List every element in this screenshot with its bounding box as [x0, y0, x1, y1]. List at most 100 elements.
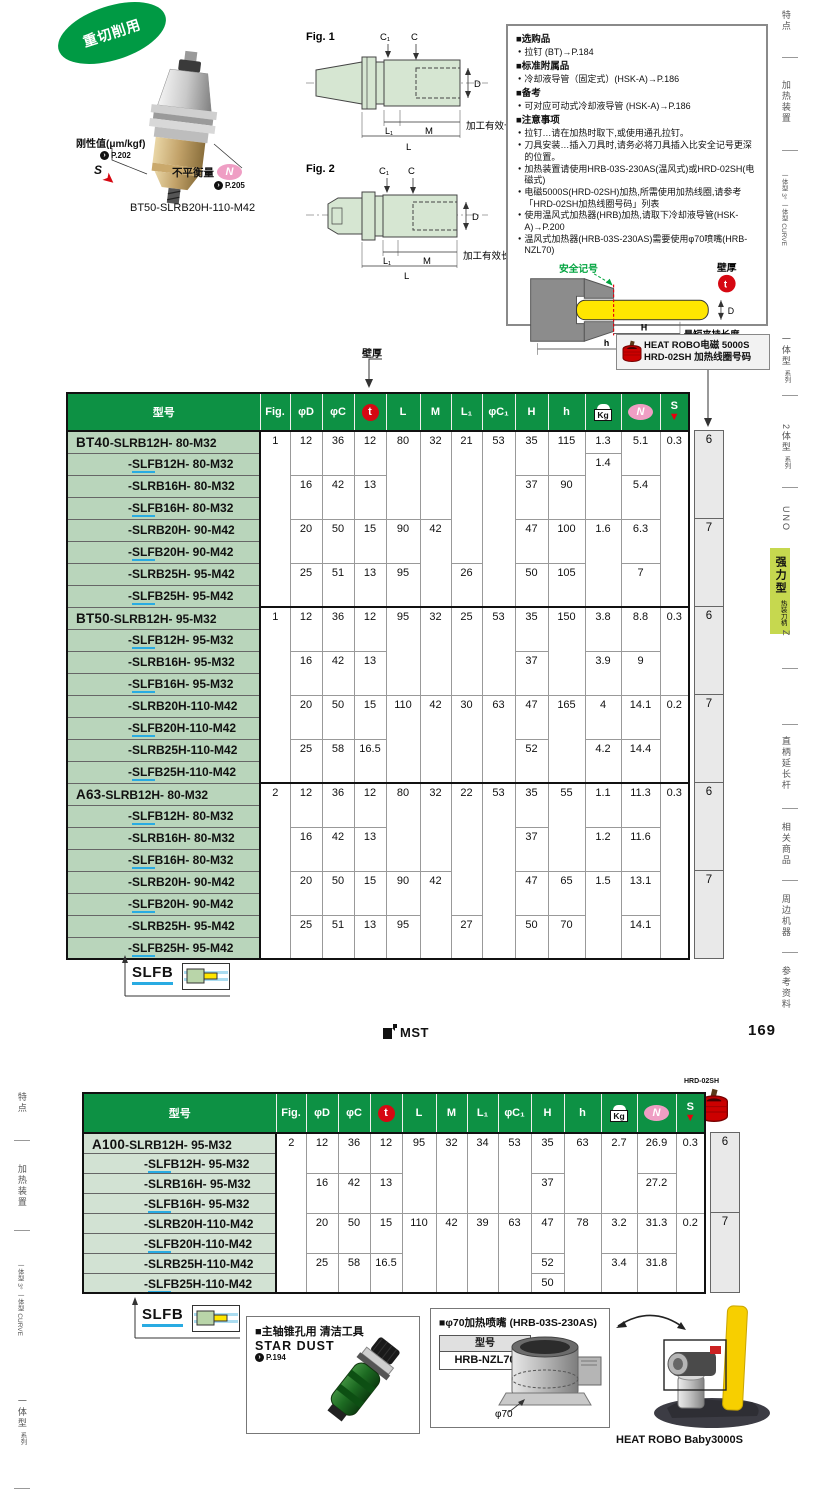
s-arrow-icon: S ▼: [684, 1101, 696, 1124]
sidebar-divider: [782, 57, 798, 58]
coil-number-cell: 7: [694, 870, 724, 959]
svg-text:安全记号: 安全记号: [559, 262, 598, 275]
model-cell: -SLFB16H- 80-M32: [66, 496, 261, 520]
coil-row: 6: [694, 430, 724, 519]
table-row: A63-SLRB12H- 80-M32 2 12 36 12 80 32 22 53 35 55 1.…: [66, 782, 690, 960]
table-row: -SLRB20H-110-M42 20 50 15 110 42 30 63 47 165 4 14.…: [66, 694, 690, 784]
notes-item-row: 电磁5000S(HRD-02SH)加热,所需使用加热线圈,请参考「HRD-02S…: [518, 187, 758, 210]
star-dust-name: STAR DUST: [255, 1339, 335, 1353]
notes-item-row: 冷却液导管（固定式）(HSK-A)→P.186: [518, 74, 758, 86]
svg-text:L: L: [404, 271, 409, 282]
value-cell: 50: [514, 914, 549, 960]
slfb-label: SLFB: [142, 1306, 184, 1327]
value-cell: 53: [497, 1132, 532, 1214]
value-cell: 37: [514, 474, 549, 520]
value-cell: 1.1: [584, 782, 622, 828]
value-cell: 90: [385, 870, 421, 916]
model-cell: A63-SLRB12H- 80-M32: [66, 782, 261, 806]
value-cell: 16: [289, 826, 323, 872]
model-cell: -SLFB12H- 80-M32: [66, 452, 261, 476]
value-cell: 32: [435, 1132, 468, 1214]
notes-item: 拉钉 (BT)→P.184: [524, 47, 594, 58]
value-cell: 53: [481, 782, 516, 960]
value-cell: 95: [385, 914, 421, 960]
value-cell: 20: [305, 1212, 339, 1254]
value-cell: 42: [321, 474, 355, 520]
ref-icon: [214, 181, 223, 190]
value-cell: 35: [514, 782, 549, 828]
sidebar-divider: [782, 808, 798, 809]
coil-row: 7: [694, 518, 724, 607]
value-cell: 26: [450, 562, 483, 608]
value-cell: 12: [305, 1132, 339, 1174]
sidebar-tab-sublabel: 系列: [18, 1432, 26, 1445]
svg-text:D: D: [474, 79, 481, 90]
sidebar-tab-label: 直柄延长杆: [780, 736, 791, 791]
sidebar-divider: [782, 880, 798, 881]
value-cell: 42: [419, 694, 452, 784]
value-cell: 12: [353, 782, 387, 828]
value-cell: 39: [466, 1212, 499, 1294]
value-cell: 11.3: [620, 782, 661, 828]
notes-item: 刀具安装…插入刀具时,请务必将刀具插入比安全记号更深的位置。: [524, 140, 752, 162]
ref-icon: [100, 151, 109, 160]
table-row: A100-SLRB12H- 95-M32 2 12 36 12 95 32 34 53 35 63 2…: [82, 1132, 706, 1294]
value-cell: 52: [514, 738, 549, 784]
table-row: -SLFB20H- 90-M42: [66, 540, 689, 564]
model-cell: -SLFB20H- 90-M42: [66, 892, 261, 916]
model-cell: -SLFB16H- 80-M32: [66, 848, 261, 872]
model-cell: BT40-SLRB12H- 80-M32: [66, 430, 261, 454]
coil-row: 7: [694, 694, 724, 783]
value-cell: 13: [353, 650, 387, 696]
weight-icon: Kg: [594, 403, 612, 421]
value-cell: 1.3: [584, 430, 622, 454]
svg-text:C: C: [408, 166, 415, 177]
table-row: -SLRB16H- 95-M32 16 42 13 37 27.2: [82, 1172, 705, 1214]
model-cell: -SLFB12H- 95-M32: [82, 1152, 277, 1174]
value-cell: 100: [547, 518, 586, 564]
col-header-5: L: [385, 392, 421, 432]
sidebar-divider: [14, 1488, 30, 1489]
value-cell: 12: [289, 782, 323, 828]
table-row: -SLFB20H-110-M42: [82, 1232, 705, 1254]
sidebar-tab-sublabel: 热装刀柄: [779, 600, 787, 626]
sidebar-tab-相关商品: 相关商品: [780, 822, 791, 866]
value-cell: 14.4: [620, 738, 661, 784]
value-cell: 14.1: [620, 694, 661, 740]
sidebar-divider: [782, 487, 798, 488]
notes-item-row: 刀具安装…插入刀具时,请务必将刀具插入比安全记号更深的位置。: [518, 140, 758, 163]
col-header-3: φC: [337, 1092, 371, 1134]
col-header-2: φD: [289, 392, 323, 432]
value-cell: 50: [514, 562, 549, 608]
value-cell: 1.6: [584, 518, 622, 608]
value-cell: 47: [514, 870, 549, 916]
notes-item: 可对应可动式冷却液导管 (HSK-A)→P.186: [524, 101, 691, 112]
table-row: -SLFB16H- 95-M32: [66, 672, 689, 696]
model-cell: -SLFB25H-110-M42: [82, 1272, 277, 1294]
model-cell: -SLRB20H-110-M42: [82, 1212, 277, 1234]
sidebar-divider: [782, 952, 798, 953]
sidebar-tab-UNO: UNO: [780, 506, 791, 532]
col-header-8: φC₁: [497, 1092, 532, 1134]
coil-number-cell: 6: [694, 430, 724, 519]
notes-sections: ■选购品拉钉 (BT)→P.184 ■标准附属品冷却液导管（固定式）(HSK-A)…: [516, 34, 758, 257]
value-cell: 27.2: [636, 1172, 677, 1214]
coil-row: 6: [694, 782, 724, 871]
value-cell: 50: [337, 1212, 371, 1254]
value-cell: 58: [337, 1252, 371, 1294]
col-header-6: M: [419, 392, 452, 432]
col-header-1: Fig.: [259, 392, 291, 432]
value-cell: 15: [353, 694, 387, 740]
value-cell: 25: [289, 738, 323, 784]
value-cell: 27: [450, 914, 483, 960]
star-dust-ref: P.194: [255, 1353, 411, 1362]
sidebar-tab-特点: 特点: [780, 10, 791, 32]
value-cell: 110: [385, 694, 421, 784]
table-row: -SLRB16H- 80-M32 16 42 13 37 90 5.4: [66, 474, 689, 520]
rigidity-label: 刚性值(μm/kgf): [76, 139, 146, 150]
value-cell: 25: [305, 1252, 339, 1294]
col-header-10: h: [547, 392, 586, 432]
value-cell: 1: [259, 430, 291, 608]
col-header-10: h: [563, 1092, 602, 1134]
